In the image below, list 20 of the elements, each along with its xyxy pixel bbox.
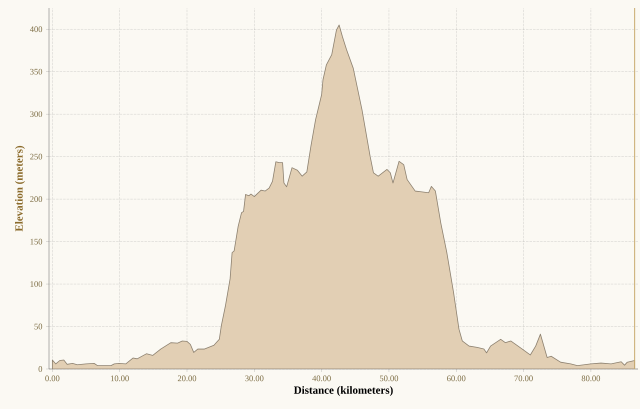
- y-tick-label: 400: [30, 26, 42, 32]
- y-tick-label: 150: [30, 238, 42, 244]
- x-tick-label: 10.00: [110, 376, 129, 382]
- x-tick-label: 60.00: [447, 376, 466, 382]
- y-tick-label: 200: [30, 196, 42, 202]
- y-tick-label: 100: [30, 281, 42, 287]
- x-tick-label: 40.00: [312, 376, 331, 382]
- x-axis-title: Distance (kilometers): [294, 386, 393, 396]
- x-tick-label: 70.00: [514, 376, 533, 382]
- y-axis-title: Elevation (meters): [15, 146, 25, 232]
- y-tick-label: 0: [38, 366, 42, 372]
- y-tick-label: 50: [34, 324, 42, 330]
- y-tick-label: 250: [30, 154, 42, 160]
- x-tick-label: 30.00: [245, 376, 264, 382]
- y-tick-label: 350: [30, 68, 42, 75]
- x-tick-label: 20.00: [178, 376, 196, 382]
- x-tick-label: 50.00: [380, 376, 398, 382]
- x-tick-label: 0.00: [45, 376, 60, 382]
- x-tick-label: 80.00: [582, 376, 600, 382]
- y-tick-label: 300: [30, 111, 42, 118]
